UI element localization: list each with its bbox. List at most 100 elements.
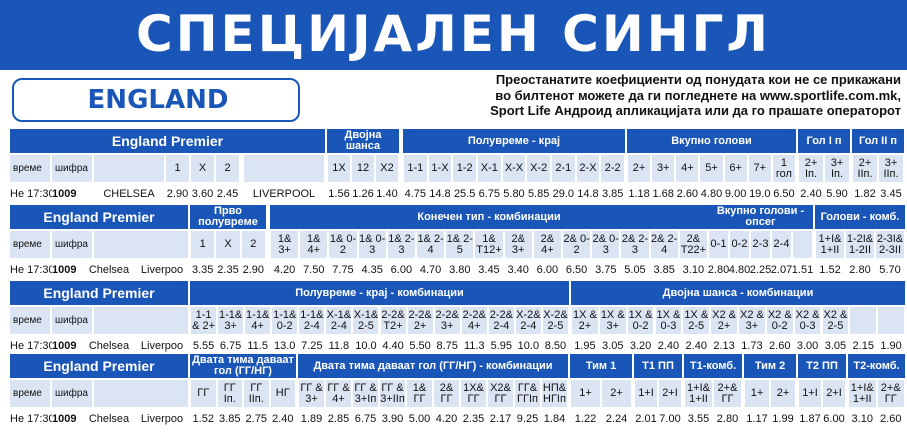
odds-cell[interactable]: 5.55 xyxy=(192,339,215,352)
odds-cell[interactable]: 2.40 xyxy=(800,187,822,200)
odds-cell[interactable]: 3.05 xyxy=(824,339,847,352)
odds-cell[interactable]: 5.50 xyxy=(409,339,431,352)
odds-cell[interactable]: 4.70 xyxy=(419,263,442,276)
odds-cell[interactable]: 1.99 xyxy=(772,412,794,425)
odds-cell[interactable]: 4.40 xyxy=(382,339,404,352)
odds-cell[interactable]: 3.20 xyxy=(629,339,652,352)
odds-cell[interactable]: 9.00 xyxy=(724,187,747,200)
odds-cell[interactable]: 2.85 xyxy=(327,412,350,425)
odds-cell[interactable]: 5.05 xyxy=(624,263,646,276)
odds-cell[interactable]: 2.25 xyxy=(750,263,771,276)
odds-cell[interactable]: 5.70 xyxy=(879,263,901,276)
odds-cell[interactable]: 2.80 xyxy=(708,263,729,276)
odds-cell[interactable]: 11.5 xyxy=(247,339,268,352)
odds-cell[interactable]: 7.50 xyxy=(303,263,325,276)
odds-cell[interactable]: 6.75 xyxy=(354,412,377,425)
odds-cell[interactable]: 2.07 xyxy=(771,263,792,276)
odds-cell[interactable]: 29.0 xyxy=(552,187,575,200)
odds-cell[interactable]: 1.22 xyxy=(574,412,597,425)
odds-cell[interactable]: 1.73 xyxy=(741,339,763,352)
odds-cell[interactable]: 1.82 xyxy=(854,187,876,200)
odds-cell[interactable]: 9.25 xyxy=(516,412,539,425)
odds-cell[interactable]: 1.87 xyxy=(799,412,821,425)
odds-cell[interactable]: 7.75 xyxy=(332,263,354,276)
odds-cell[interactable]: 2.01 xyxy=(635,412,657,425)
odds-cell[interactable]: 3.60 xyxy=(191,187,214,200)
odds-cell[interactable]: 4.75 xyxy=(404,187,427,200)
odds-cell[interactable]: 2.60 xyxy=(880,412,902,425)
odds-cell[interactable]: 3.85 xyxy=(653,263,675,276)
odds-cell[interactable]: 7.25 xyxy=(301,339,323,352)
odds-cell[interactable]: 4.20 xyxy=(273,263,296,276)
odds-cell[interactable]: 10.0 xyxy=(517,339,540,352)
odds-cell[interactable]: 1.26 xyxy=(352,187,374,200)
odds-cell[interactable]: 3.85 xyxy=(601,187,624,200)
odds-cell[interactable]: 1.17 xyxy=(746,412,768,425)
odds-cell[interactable]: 3.55 xyxy=(687,412,710,425)
odds-cell[interactable]: 2.13 xyxy=(713,339,735,352)
odds-cell[interactable]: 1.68 xyxy=(652,187,674,200)
odds-cell[interactable]: 5.90 xyxy=(826,187,848,200)
odds-cell[interactable]: 2.80 xyxy=(716,412,739,425)
odds-cell[interactable]: 8.50 xyxy=(544,339,567,352)
odds-cell[interactable]: 5.00 xyxy=(408,412,431,425)
odds-cell[interactable]: 11.3 xyxy=(463,339,485,352)
odds-cell[interactable]: 5.80 xyxy=(503,187,525,200)
odds-cell[interactable]: 25.5 xyxy=(453,187,476,200)
odds-cell[interactable]: 2.90 xyxy=(242,263,265,276)
odds-cell[interactable]: 14.8 xyxy=(577,187,599,200)
odds-cell[interactable]: 2.35 xyxy=(462,412,485,425)
odds-cell[interactable]: 3.45 xyxy=(880,187,902,200)
odds-cell[interactable]: 3.90 xyxy=(381,412,404,425)
odds-cell[interactable]: 6.50 xyxy=(565,263,588,276)
odds-cell[interactable]: 4.20 xyxy=(435,412,458,425)
odds-cell[interactable]: 11.8 xyxy=(328,339,350,352)
odds-cell[interactable]: 3.85 xyxy=(219,412,241,425)
odds-cell[interactable]: 6.75 xyxy=(219,339,242,352)
odds-cell[interactable]: 2.60 xyxy=(769,339,791,352)
odds-cell[interactable]: 3.10 xyxy=(682,263,705,276)
odds-cell[interactable]: 4.80 xyxy=(700,187,723,200)
odds-cell[interactable]: 6.00 xyxy=(823,412,845,425)
odds-cell[interactable]: 19.0 xyxy=(749,187,771,200)
odds-cell[interactable]: 1.90 xyxy=(880,339,902,352)
odds-cell[interactable]: 5.85 xyxy=(527,187,550,200)
odds-cell[interactable]: 6.00 xyxy=(390,263,413,276)
odds-cell[interactable]: 2.24 xyxy=(605,412,628,425)
odds-cell[interactable]: 1.40 xyxy=(376,187,398,200)
odds-cell[interactable]: 3.35 xyxy=(191,263,214,276)
odds-cell[interactable]: 3.05 xyxy=(602,339,624,352)
odds-cell[interactable]: 3.75 xyxy=(595,263,617,276)
odds-cell[interactable]: 3.10 xyxy=(851,412,873,425)
odds-cell[interactable]: 7.00 xyxy=(659,412,681,425)
odds-cell[interactable]: 6.00 xyxy=(536,263,559,276)
odds-cell[interactable]: 1.56 xyxy=(328,187,350,200)
odds-cell[interactable]: 1.84 xyxy=(543,412,566,425)
odds-cell[interactable]: 8.75 xyxy=(436,339,458,352)
odds-cell[interactable]: 2.60 xyxy=(676,187,699,200)
odds-cell[interactable]: 6.50 xyxy=(773,187,795,200)
odds-cell[interactable]: 13.0 xyxy=(274,339,296,352)
odds-cell[interactable]: 1.52 xyxy=(192,412,214,425)
odds-cell[interactable]: 2.90 xyxy=(166,187,189,200)
odds-cell[interactable]: 4.80 xyxy=(729,263,750,276)
odds-cell[interactable]: 3.45 xyxy=(478,263,500,276)
odds-cell[interactable]: 1.51 xyxy=(792,263,813,276)
odds-cell[interactable]: 2.80 xyxy=(849,263,871,276)
odds-cell[interactable]: 2.45 xyxy=(216,187,239,200)
odds-cell[interactable]: 2.35 xyxy=(217,263,239,276)
odds-cell[interactable]: 1.18 xyxy=(628,187,650,200)
odds-cell[interactable]: 2.40 xyxy=(272,412,294,425)
odds-cell[interactable]: 3.80 xyxy=(449,263,471,276)
odds-cell[interactable]: 2.17 xyxy=(489,412,512,425)
odds-cell[interactable]: 2.40 xyxy=(685,339,707,352)
odds-cell[interactable]: 2.15 xyxy=(852,339,874,352)
odds-cell[interactable]: 5.95 xyxy=(490,339,513,352)
odds-cell[interactable]: 2.75 xyxy=(245,412,267,425)
odds-cell[interactable]: 10.0 xyxy=(355,339,377,352)
odds-cell[interactable]: 4.35 xyxy=(361,263,383,276)
odds-cell[interactable]: 14.8 xyxy=(429,187,451,200)
odds-cell[interactable]: 1.89 xyxy=(300,412,323,425)
odds-cell[interactable]: 1.95 xyxy=(574,339,596,352)
odds-cell[interactable]: 1.52 xyxy=(819,263,841,276)
